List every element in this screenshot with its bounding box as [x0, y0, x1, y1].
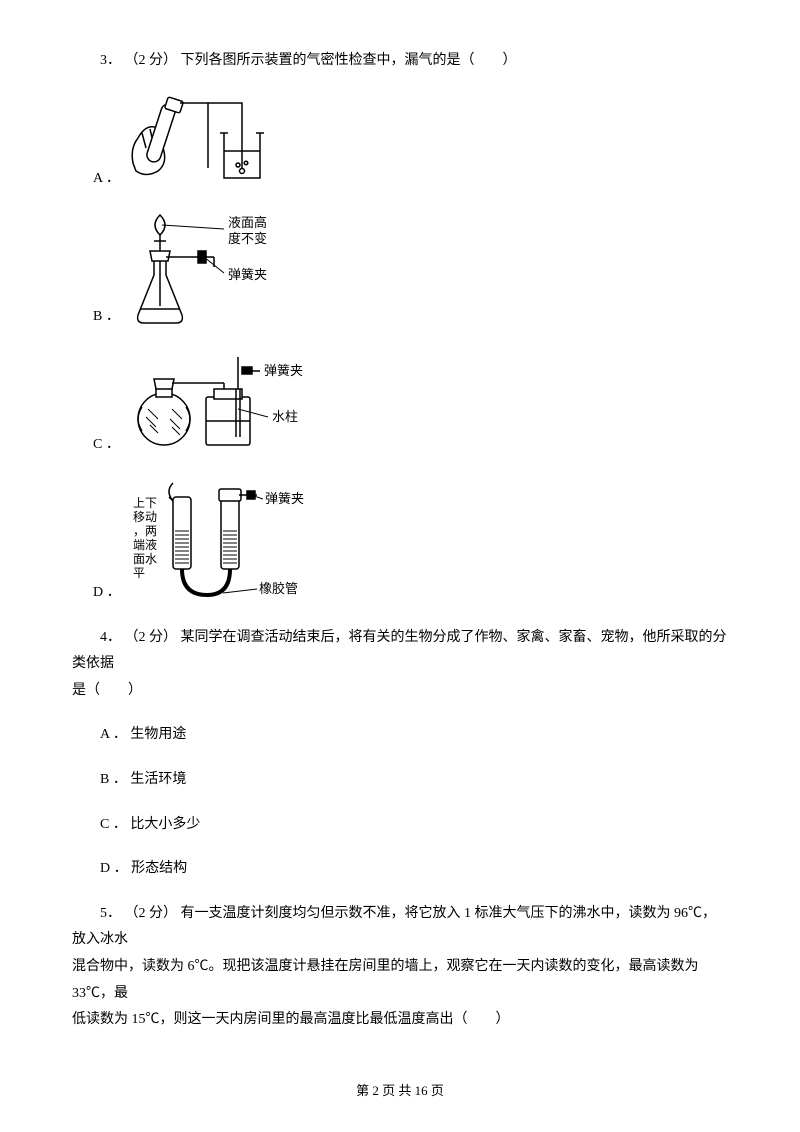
svg-text:移动: 移动 — [133, 510, 157, 524]
q3-option-c-letter: C ． — [93, 432, 120, 459]
q4-stem: 4． （2 分） 某同学在调查活动结束后，将有关的生物分成了作物、家禽、家畜、宠… — [72, 625, 728, 705]
q4-line2: 是（ ） — [72, 678, 728, 705]
q3-points: （2 分） — [125, 53, 178, 68]
q3-stem: 3． （2 分） 下列各图所示装置的气密性检查中，漏气的是（ ） — [72, 48, 728, 75]
q4-option-a[interactable]: A ． 生物用途 — [72, 722, 728, 749]
q5-line2: 混合物中，读数为 6℃。现把该温度计悬挂在房间里的墙上，观察它在一天内读数的变化… — [72, 954, 728, 1007]
q3-d-label3: 橡胶管 — [259, 581, 298, 596]
q3-diagram-a — [128, 93, 268, 193]
q3-diagram-d: 上下 移动 ，两 端液 面水 平 — [129, 477, 349, 607]
svg-text:端液: 端液 — [133, 537, 157, 552]
svg-text:面水: 面水 — [133, 552, 157, 566]
q5-stem: 5． （2 分） 有一支温度计刻度均匀但示数不准，将它放入 1 标准大气压下的沸… — [72, 901, 728, 1034]
q4-option-c[interactable]: C ． 比大小多少 — [72, 812, 728, 839]
q3-option-a[interactable]: A ． — [72, 93, 728, 193]
q3-d-label2: 弹簧夹 — [265, 491, 304, 506]
q3-option-d-letter: D ． — [93, 580, 121, 607]
q3-number: 3． — [100, 53, 121, 68]
svg-text:，两: ，两 — [133, 524, 157, 538]
q3-diagram-c: 弹簧夹 水柱 — [128, 349, 338, 459]
q5-points: （2 分） — [125, 906, 178, 921]
q3-c-label2: 水柱 — [272, 409, 298, 424]
page-footer: 第 2 页 共 16 页 — [0, 1079, 800, 1104]
q3-option-d[interactable]: D ． 上下 移动 ，两 端液 面水 平 — [72, 477, 728, 607]
q3-c-label1: 弹簧夹 — [264, 363, 303, 378]
q3-option-a-letter: A ． — [93, 166, 120, 193]
q3-option-b-letter: B ． — [93, 304, 120, 331]
q3-text: 下列各图所示装置的气密性检查中，漏气的是（ ） — [181, 53, 517, 68]
q4-option-d[interactable]: D ． 形态结构 — [72, 856, 728, 883]
q3-b-label3: 弹簧夹 — [228, 267, 267, 282]
q3-diagram-b: 液面高 度不变 弹簧夹 — [128, 211, 318, 331]
q3-b-label2: 度不变 — [228, 231, 267, 246]
q4-option-b[interactable]: B ． 生活环境 — [72, 767, 728, 794]
q5-line3: 低读数为 15℃，则这一天内房间里的最高温度比最低温度高出（ ） — [72, 1007, 728, 1034]
svg-text:平: 平 — [133, 566, 145, 580]
q3-option-c[interactable]: C ． — [72, 349, 728, 459]
q3-d-label-ud1: 上下 — [133, 496, 157, 510]
q4-number: 4． — [100, 630, 121, 645]
q4-points: （2 分） — [125, 630, 178, 645]
q3-b-label1: 液面高 — [228, 215, 267, 230]
q5-number: 5． — [100, 906, 121, 921]
q3-option-b[interactable]: B ． — [72, 211, 728, 331]
